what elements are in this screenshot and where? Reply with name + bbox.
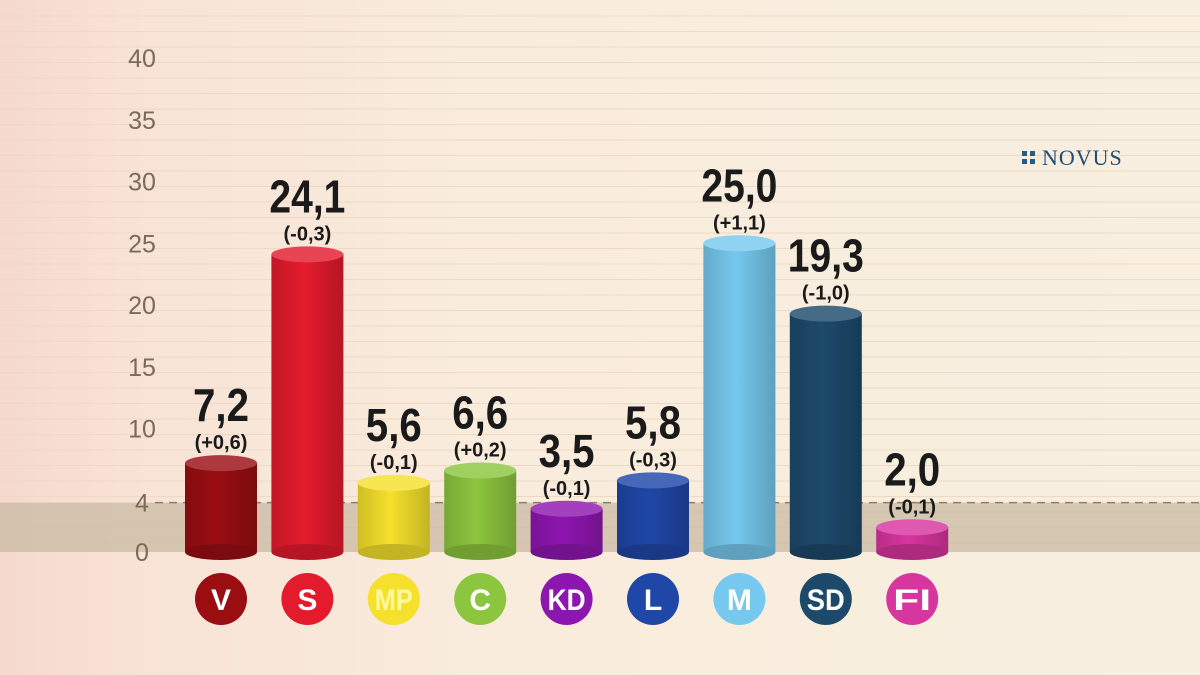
bar-base [530,544,603,560]
bar-change-label: (-0,1) [543,478,591,500]
bar-change-label: (+0,2) [454,439,507,461]
bar-top [357,474,430,491]
bar-body [617,480,689,552]
bar-base [444,544,517,560]
bar-mp: 5,6(-0,1) MP [357,399,430,625]
bar-change-label: (-0,3) [284,223,332,245]
bar-body [185,463,257,552]
bar-body [357,482,430,552]
y-tick-label: 10 [128,416,156,444]
bar-change-label: (-1,0) [802,283,850,305]
party-badge [886,573,939,625]
bar-value-label: 6,6 [452,386,508,438]
bar-base [703,544,776,560]
party-badge [540,573,593,625]
party-badge [367,573,420,625]
bar-top [530,500,603,517]
bar-value-label: 3,5 [539,425,595,477]
novus-logo-icon [1022,151,1036,165]
x-tick-label: C [469,584,491,617]
bar-base [789,544,862,560]
bar-change-label: (+0,6) [195,432,248,454]
bar-value-label: 5,6 [366,399,422,451]
bar-value-label: 2,0 [884,443,940,495]
x-tick-label: FI [893,584,931,617]
bar-top [876,519,949,536]
bar-top [185,455,257,472]
bar-l: 5,8(-0,3) L [617,396,689,625]
x-tick-label: KD [548,584,586,617]
y-tick-label: 0 [135,539,149,567]
bar-value-label: 25,0 [701,159,777,211]
y-tick-label: 4 [135,490,149,518]
bar-change-label: (+1,1) [713,212,766,234]
bar-change-label: (-0,1) [888,496,936,518]
bar-body [271,254,344,553]
bar-value-label: 7,2 [193,379,249,431]
party-badge [713,573,766,625]
bar-body [703,243,776,552]
y-tick-label: 40 [128,45,156,73]
bar-v: 7,2(+0,6) V [185,379,257,625]
bar-top [444,462,517,479]
bar-body [444,470,517,552]
bar-c: 6,6(+0,2) C [444,386,517,625]
bar-base [271,544,344,560]
x-tick-label: V [211,584,231,617]
x-tick-label: S [297,584,317,617]
bar-value-label: 19,3 [788,230,864,282]
bar-kd: 3,5(-0,1) KD [530,425,603,625]
bar-m: 25,0(+1,1) M [701,159,777,625]
y-tick-label: 35 [128,107,156,135]
x-tick-label: SD [807,584,845,617]
x-tick-label: L [644,584,662,617]
party-badge [281,573,334,625]
party-badge [627,573,679,625]
bar-change-label: (-0,1) [370,452,418,474]
party-badge [454,573,507,625]
x-tick-label: MP [375,584,413,617]
bar-change-label: (-0,3) [629,449,677,471]
bar-top [271,246,344,263]
bar-base [617,544,689,560]
y-axis: 0 4 10 15 20 25 30 35 40 [128,45,156,567]
bar-base [357,544,430,560]
novus-logo: NOVUS [1022,145,1123,170]
bar-top [617,472,689,489]
bar-base [876,544,949,560]
bar-fi: 2,0(-0,1) FI [876,443,949,625]
bar-value-label: 24,1 [269,170,345,222]
logo-text: NOVUS [1042,145,1123,170]
y-tick-label: 15 [128,354,156,382]
bar-top [703,235,776,252]
x-tick-label: M [727,584,752,617]
y-tick-label: 30 [128,169,156,197]
bar-top [789,305,862,322]
party-badge [195,573,247,625]
bar-base [185,544,257,560]
bar-s: 24,1(-0,3) S [269,170,345,625]
y-tick-label: 20 [128,292,156,320]
bar-value-label: 5,8 [625,396,681,448]
bar-sd: 19,3(-1,0) SD [788,230,864,625]
bar-body [789,313,862,552]
party-badge [799,573,852,625]
grid-lines [0,15,1200,544]
y-tick-label: 25 [128,230,156,258]
